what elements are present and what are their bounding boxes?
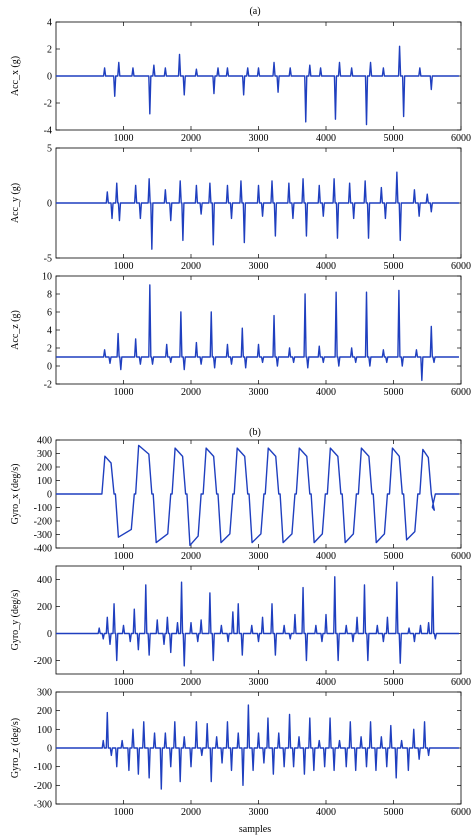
x-tick-label: 2000 [181, 551, 201, 562]
y-tick-label: 100 [37, 476, 52, 487]
y-tick-label: -100 [34, 503, 52, 514]
x-tick-label: 5000 [384, 387, 404, 398]
y-tick-label: 0 [47, 629, 52, 640]
series-line [56, 171, 459, 250]
x-tick-label: 6000 [451, 133, 471, 144]
x-tick-label: 4000 [316, 261, 336, 272]
y-axis-label: Gyro_y (deg/s) [10, 590, 21, 651]
y-tick-label: 4 [47, 18, 52, 29]
y-tick-label: 0 [47, 490, 52, 501]
panel-1: 1000 2000 3000 4000 5000 6000 -4 -2 0 2 4 Acc_x (g) [10, 18, 471, 145]
y-tick-label: 200 [37, 463, 52, 474]
x-tick-label: 5000 [384, 133, 404, 144]
x-tick-label: 1000 [114, 807, 134, 818]
series-line [56, 444, 459, 546]
x-tick-label: 6000 [451, 677, 471, 688]
x-tick-label: 5000 [384, 807, 404, 818]
series-line [56, 284, 459, 382]
y-tick-label: -300 [34, 800, 52, 811]
y-tick-label: 0 [47, 199, 52, 210]
x-tick-label: 3000 [249, 387, 269, 398]
y-tick-label: 100 [37, 725, 52, 736]
y-tick-label: 200 [37, 706, 52, 717]
x-tick-label: 4000 [316, 677, 336, 688]
series-line [56, 576, 459, 667]
y-tick-label: 10 [42, 272, 52, 283]
y-tick-label: -100 [34, 762, 52, 773]
section-label-b: (b) [249, 427, 261, 438]
y-axis-label: Acc_x (g) [10, 56, 21, 96]
y-tick-label: 300 [37, 688, 52, 699]
y-tick-label: -4 [44, 126, 52, 137]
y-tick-label: 4 [47, 326, 52, 337]
x-axis-label: samples [239, 824, 271, 835]
y-tick-label: -2 [44, 99, 52, 110]
x-tick-label: 3000 [249, 133, 269, 144]
x-tick-label: 2000 [181, 261, 201, 272]
y-tick-label: 8 [47, 290, 52, 301]
panel-6: 1000 2000 3000 4000 5000 6000 -300 -200 -100 0 100… [10, 688, 471, 819]
y-tick-label: -2 [44, 380, 52, 391]
x-tick-label: 3000 [249, 677, 269, 688]
y-tick-label: 0 [47, 362, 52, 373]
y-tick-label: 2 [47, 45, 52, 56]
x-tick-label: 1000 [114, 387, 134, 398]
x-tick-label: 5000 [384, 551, 404, 562]
panel-2: 1000 2000 3000 4000 5000 6000 -5 0 5 Acc_y (g) [10, 144, 471, 273]
y-tick-label: 400 [37, 436, 52, 447]
y-axis-label: Gyro_z (deg/s) [10, 718, 21, 778]
x-tick-label: 2000 [181, 677, 201, 688]
x-tick-label: 1000 [114, 133, 134, 144]
x-tick-label: 3000 [249, 807, 269, 818]
x-tick-label: 5000 [384, 677, 404, 688]
plot-frame [55, 275, 462, 385]
x-tick-label: 4000 [316, 133, 336, 144]
y-tick-label: -200 [34, 781, 52, 792]
x-tick-label: 2000 [181, 387, 201, 398]
y-tick-label: 200 [37, 602, 52, 613]
y-tick-label: 0 [47, 72, 52, 83]
y-tick-label: -200 [34, 517, 52, 528]
section-label-a: (a) [249, 6, 260, 17]
x-tick-label: 1000 [114, 551, 134, 562]
y-axis-label: Acc_y (g) [10, 183, 21, 223]
y-tick-label: -400 [34, 544, 52, 555]
panel-3: 1000 2000 3000 4000 5000 6000 -2 0 2 4 6 8 10 Acc_z (… [10, 272, 471, 399]
x-tick-label: 3000 [249, 551, 269, 562]
plot-frame [55, 439, 462, 549]
x-tick-label: 1000 [114, 261, 134, 272]
x-tick-label: 4000 [316, 551, 336, 562]
y-axis-label: Acc_z (g) [10, 310, 21, 350]
series-line [56, 704, 459, 790]
plot-frame [55, 147, 462, 259]
y-tick-label: 0 [47, 744, 52, 755]
x-tick-label: 4000 [316, 807, 336, 818]
x-tick-label: 1000 [114, 677, 134, 688]
y-tick-label: 6 [47, 308, 52, 319]
x-tick-label: 5000 [384, 261, 404, 272]
panel-5: 1000 2000 3000 4000 5000 6000 -200 0 200 400 Gyro_… [10, 565, 471, 688]
x-tick-label: 3000 [249, 261, 269, 272]
y-tick-label: -5 [44, 254, 52, 265]
x-tick-label: 2000 [181, 133, 201, 144]
y-tick-label: -200 [34, 656, 52, 667]
y-axis-label: Gyro_x (deg/s) [10, 464, 21, 525]
panel-4: 1000 2000 3000 4000 5000 6000-400-300-200-100… [10, 436, 471, 563]
y-tick-label: 2 [47, 344, 52, 355]
x-tick-label: 6000 [451, 261, 471, 272]
x-tick-label: 6000 [451, 807, 471, 818]
series-line [56, 45, 459, 126]
y-tick-label: 400 [37, 575, 52, 586]
x-tick-label: 6000 [451, 551, 471, 562]
y-tick-label: -300 [34, 530, 52, 541]
x-tick-label: 4000 [316, 387, 336, 398]
x-tick-label: 6000 [451, 387, 471, 398]
x-tick-label: 2000 [181, 807, 201, 818]
y-tick-label: 300 [37, 449, 52, 460]
y-tick-label: 5 [47, 144, 52, 155]
